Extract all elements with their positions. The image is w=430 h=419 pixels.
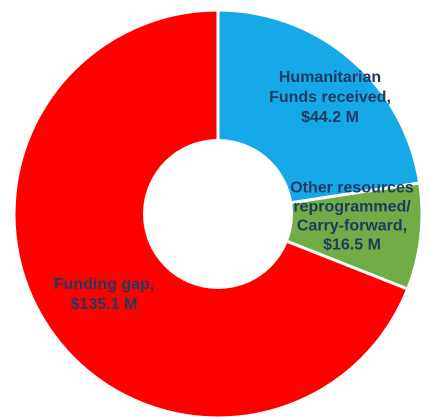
donut-hole	[143, 139, 293, 289]
slice-label-1: Other resources reprogrammed/Carry-forwar…	[290, 180, 414, 254]
slice-label-line: reprogrammed/	[293, 199, 411, 216]
slice-label-2: Funding gap, $135.1 M	[54, 276, 154, 313]
slice-label-line: $44.2 M	[301, 109, 359, 126]
slice-label-line: $16.5 M	[323, 237, 381, 254]
slice-label-line: Humanitarian	[279, 69, 381, 86]
labels-group: Humanitarian Funds received, $44.2 M Other …	[54, 69, 414, 313]
slice-label-line: Funding gap,	[54, 276, 154, 293]
slice-label-line: Carry-forward,	[297, 218, 407, 235]
slice-label-line: Other resources	[290, 180, 414, 197]
slice-label-0: Humanitarian Funds received, $44.2 M	[269, 69, 391, 126]
slice-label-line: Funds received,	[269, 89, 391, 106]
slice-label-line: $135.1 M	[71, 296, 138, 313]
